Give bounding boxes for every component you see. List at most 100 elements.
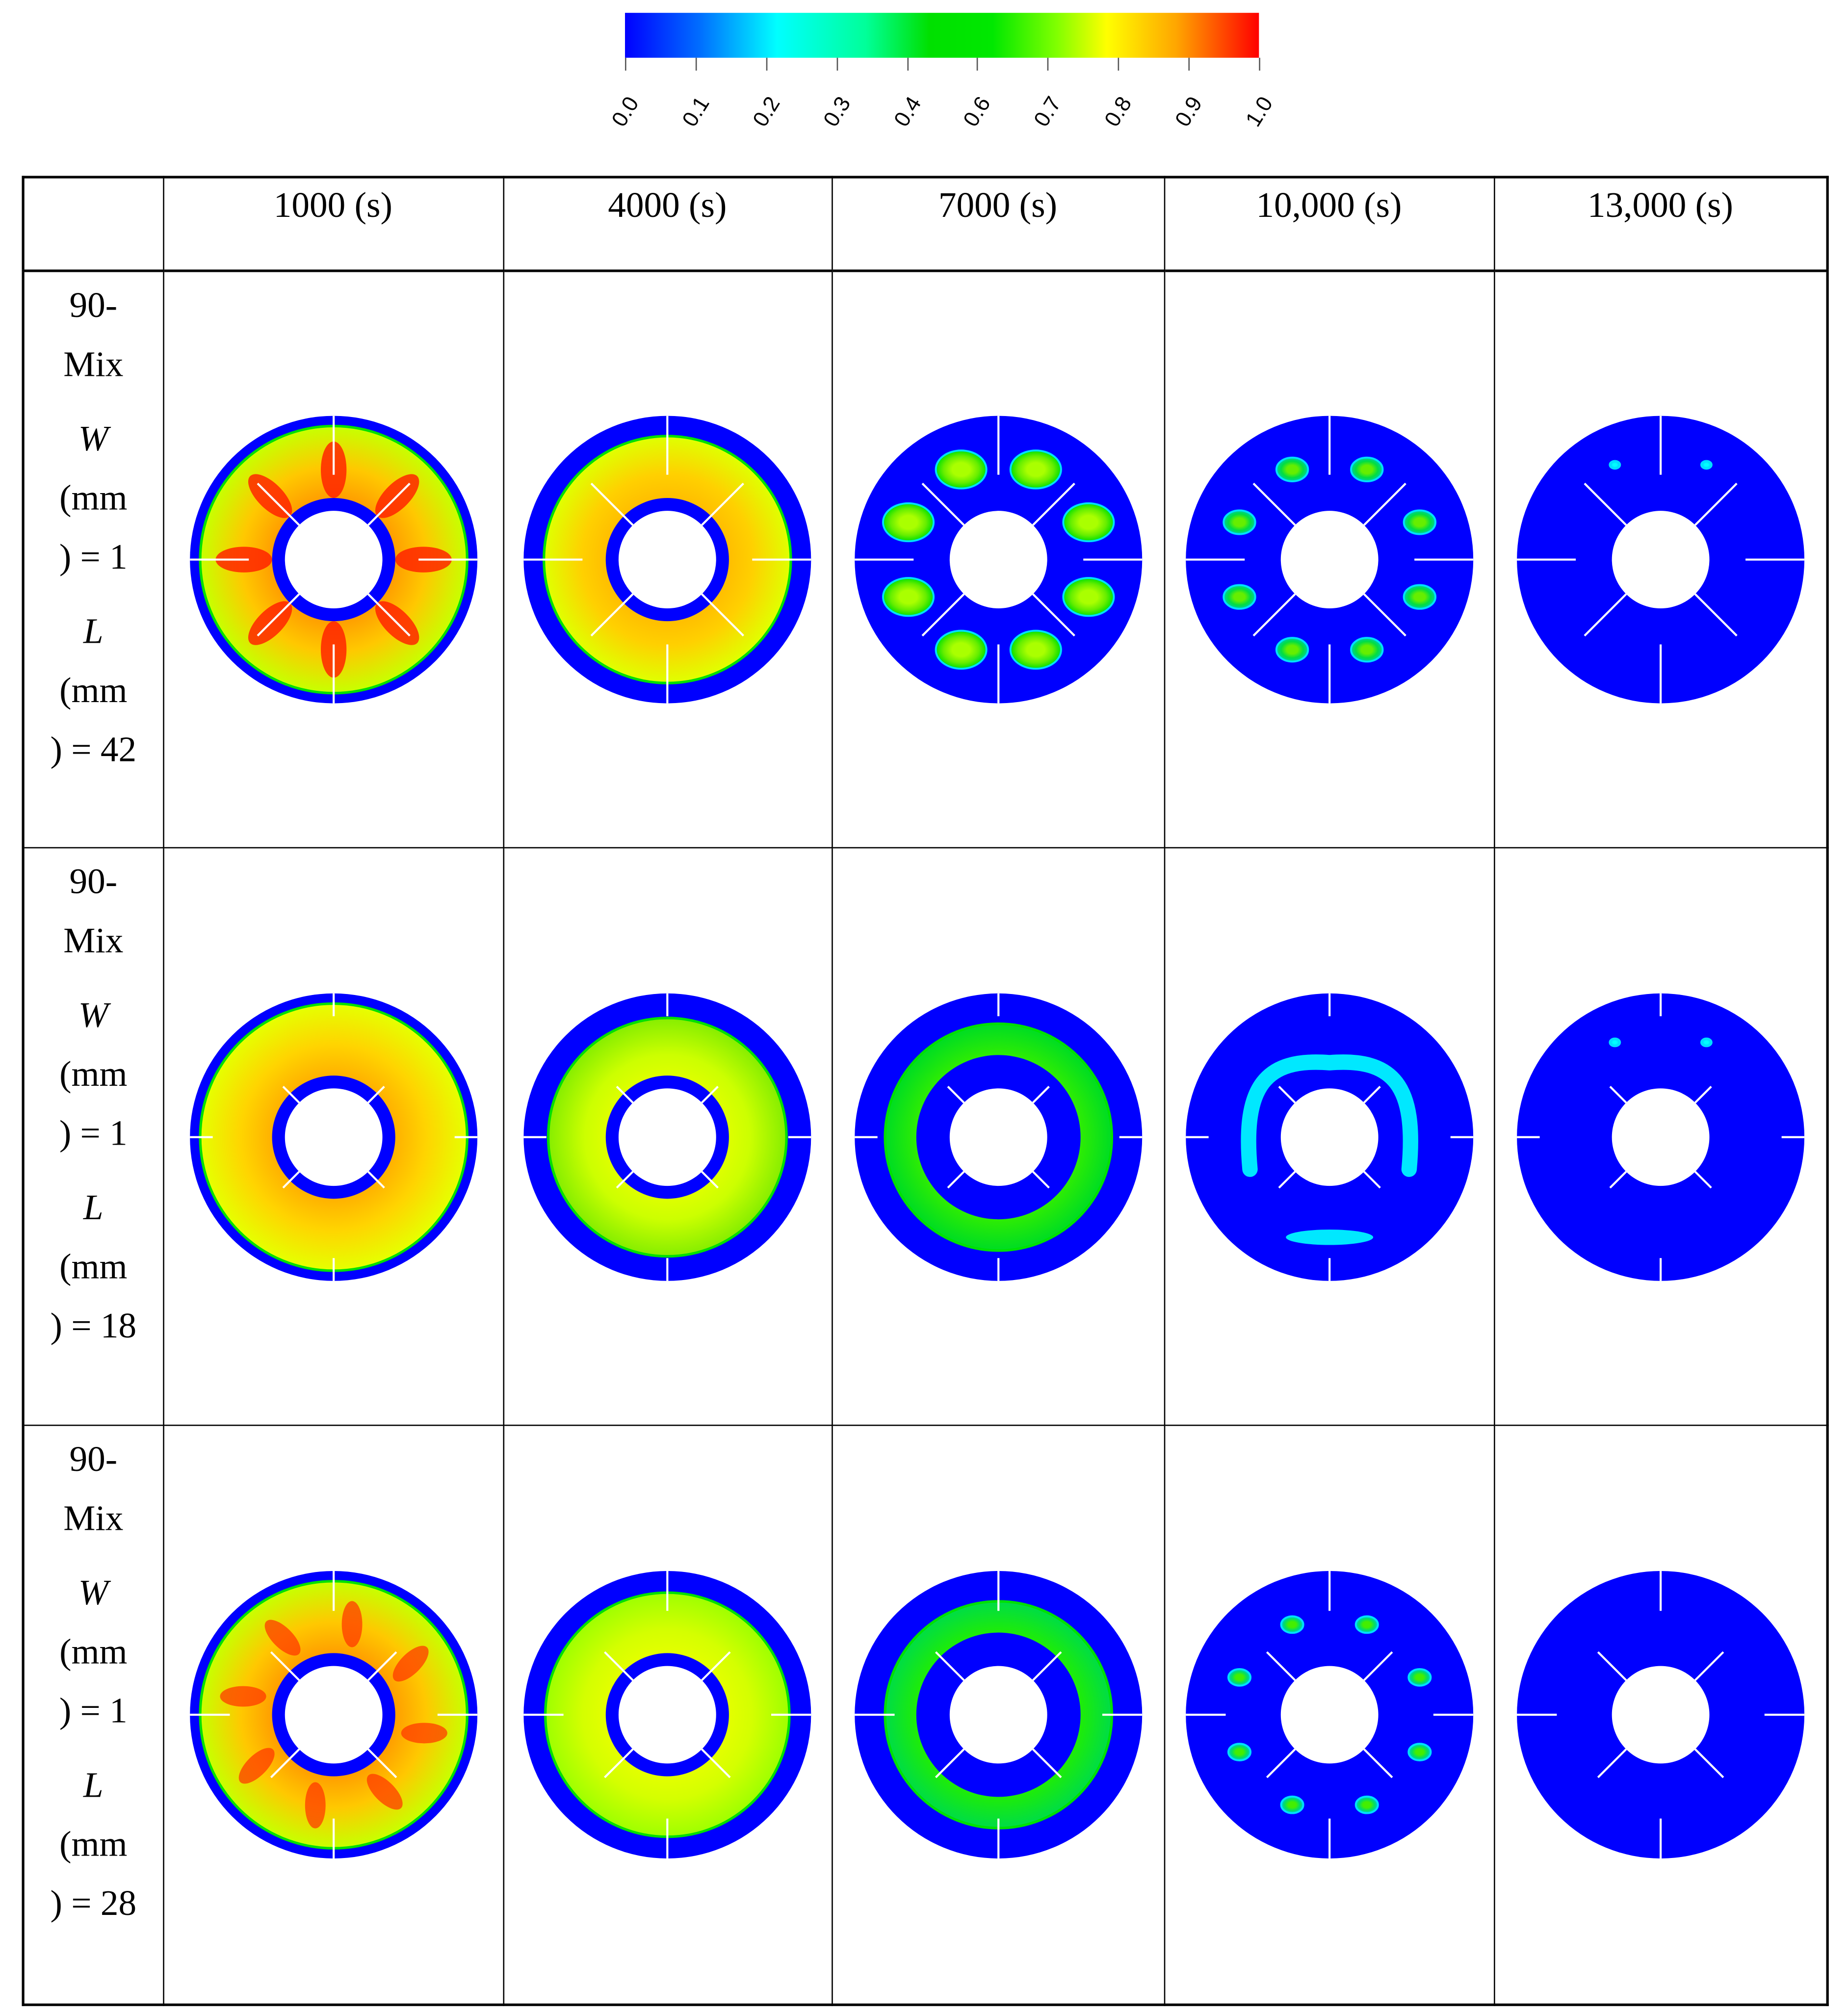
contour-plot xyxy=(1185,993,1473,1281)
time-label: 7000 (s) xyxy=(938,186,1057,226)
fin xyxy=(1694,482,1738,526)
time-label: 13,000 (s) xyxy=(1587,186,1733,226)
length-symbol: L xyxy=(83,1766,104,1806)
fin xyxy=(282,1170,300,1188)
length-symbol: L xyxy=(83,1188,104,1229)
colorbar-tick-label: 0.2 xyxy=(748,92,785,131)
fin xyxy=(1031,1170,1049,1188)
fin xyxy=(1694,1170,1712,1188)
contour-plot xyxy=(1516,993,1804,1281)
width-unit: (mm xyxy=(59,1632,128,1673)
contour-cell xyxy=(1493,847,1828,1426)
melt-region xyxy=(1354,1615,1379,1634)
colorbar-tick-label: 0.4 xyxy=(888,92,926,131)
fin xyxy=(1031,593,1075,637)
length-unit: (mm xyxy=(59,1825,128,1865)
melt-region xyxy=(1062,502,1115,543)
contour-plot xyxy=(189,1570,477,1858)
melt-region xyxy=(1009,629,1062,670)
melt-region xyxy=(1349,456,1383,483)
fin xyxy=(282,1085,300,1103)
fin xyxy=(1597,1748,1627,1779)
fin xyxy=(701,1651,731,1681)
contour-cell xyxy=(1493,270,1828,849)
fin xyxy=(366,482,410,526)
col-header: 1000 (s) xyxy=(162,176,504,272)
melt-region xyxy=(1275,456,1308,483)
fin xyxy=(1583,482,1627,526)
fin xyxy=(1362,482,1406,526)
fin xyxy=(1362,1170,1380,1188)
corner-cell xyxy=(22,176,164,272)
colorbar-tick xyxy=(836,57,838,71)
contour-cell xyxy=(162,1424,504,2006)
colorbar-tick xyxy=(1118,57,1119,71)
fin xyxy=(1265,1651,1296,1681)
contour-cell xyxy=(831,1424,1165,2006)
width-value: ) = 1 xyxy=(59,1691,128,1731)
fin xyxy=(1031,1085,1049,1103)
fin xyxy=(701,593,744,637)
melt-region xyxy=(1608,460,1621,470)
melt-region xyxy=(934,629,987,670)
colorbar-tick xyxy=(907,57,908,71)
fin xyxy=(1362,1085,1380,1103)
melt-region xyxy=(881,577,934,617)
contour-plot xyxy=(523,1570,811,1858)
contour-plot xyxy=(189,416,477,704)
length-unit: (mm xyxy=(59,1247,128,1287)
melt-region xyxy=(1402,509,1436,535)
fin xyxy=(701,482,744,526)
fin xyxy=(921,482,964,526)
fin xyxy=(946,1085,964,1103)
melt-region xyxy=(934,449,987,490)
width-unit: (mm xyxy=(59,478,128,519)
contour-plot xyxy=(854,416,1142,704)
melt-region xyxy=(1275,637,1308,663)
case-name: 90- xyxy=(69,862,118,903)
fin xyxy=(1277,1170,1296,1188)
fin xyxy=(1694,1651,1724,1681)
melt-region xyxy=(1407,1668,1432,1687)
width-value: ) = 1 xyxy=(59,538,128,578)
fin xyxy=(1031,1651,1062,1681)
colorbar-tick-label: 0.1 xyxy=(677,92,714,131)
case-label-cell: 90- Mix W (mm ) = 1 L (mm ) = 18 xyxy=(22,847,164,1426)
fin xyxy=(1362,1748,1393,1779)
melt-region xyxy=(881,502,934,543)
fin xyxy=(701,1170,719,1188)
contour-plot xyxy=(1185,416,1473,704)
case-label-cell: 90- Mix W (mm ) = 1 L (mm ) = 42 xyxy=(22,270,164,849)
contour-cell xyxy=(1163,270,1495,849)
contour-cell xyxy=(162,847,504,1426)
case-label: 90- Mix W (mm ) = 1 L (mm ) = 18 xyxy=(25,848,162,1357)
colorbar-tick xyxy=(977,57,979,71)
case-label: 90- Mix W (mm ) = 1 L (mm ) = 28 xyxy=(25,1426,162,1934)
fin xyxy=(1694,593,1738,637)
melt-region xyxy=(1226,1743,1251,1761)
colorbar-tick-label: 1.0 xyxy=(1241,92,1278,131)
colorbar-tick xyxy=(625,57,626,71)
melt-region xyxy=(1608,1037,1621,1047)
melt-region xyxy=(1222,509,1256,535)
case-name-suffix: Mix xyxy=(63,1499,124,1539)
length-value: ) = 28 xyxy=(50,1884,137,1924)
fin xyxy=(256,593,300,637)
contour-cell xyxy=(831,270,1165,849)
length-value: ) = 42 xyxy=(50,730,137,770)
col-header: 7000 (s) xyxy=(831,176,1165,272)
length-unit: (mm xyxy=(59,671,128,711)
colorbar-tick xyxy=(1188,57,1190,71)
width-value: ) = 1 xyxy=(59,1114,128,1154)
case-name-suffix: Mix xyxy=(63,921,124,962)
contour-plot xyxy=(1185,1570,1473,1858)
fin xyxy=(921,593,964,637)
melt-region xyxy=(1354,1795,1379,1814)
contour-plot xyxy=(523,993,811,1281)
fin xyxy=(366,1085,385,1103)
fin xyxy=(616,1085,634,1103)
case-row: 90- Mix W (mm ) = 1 L (mm ) = 28 xyxy=(22,1424,1828,2006)
fin xyxy=(604,1748,634,1779)
fin xyxy=(1031,1748,1062,1779)
